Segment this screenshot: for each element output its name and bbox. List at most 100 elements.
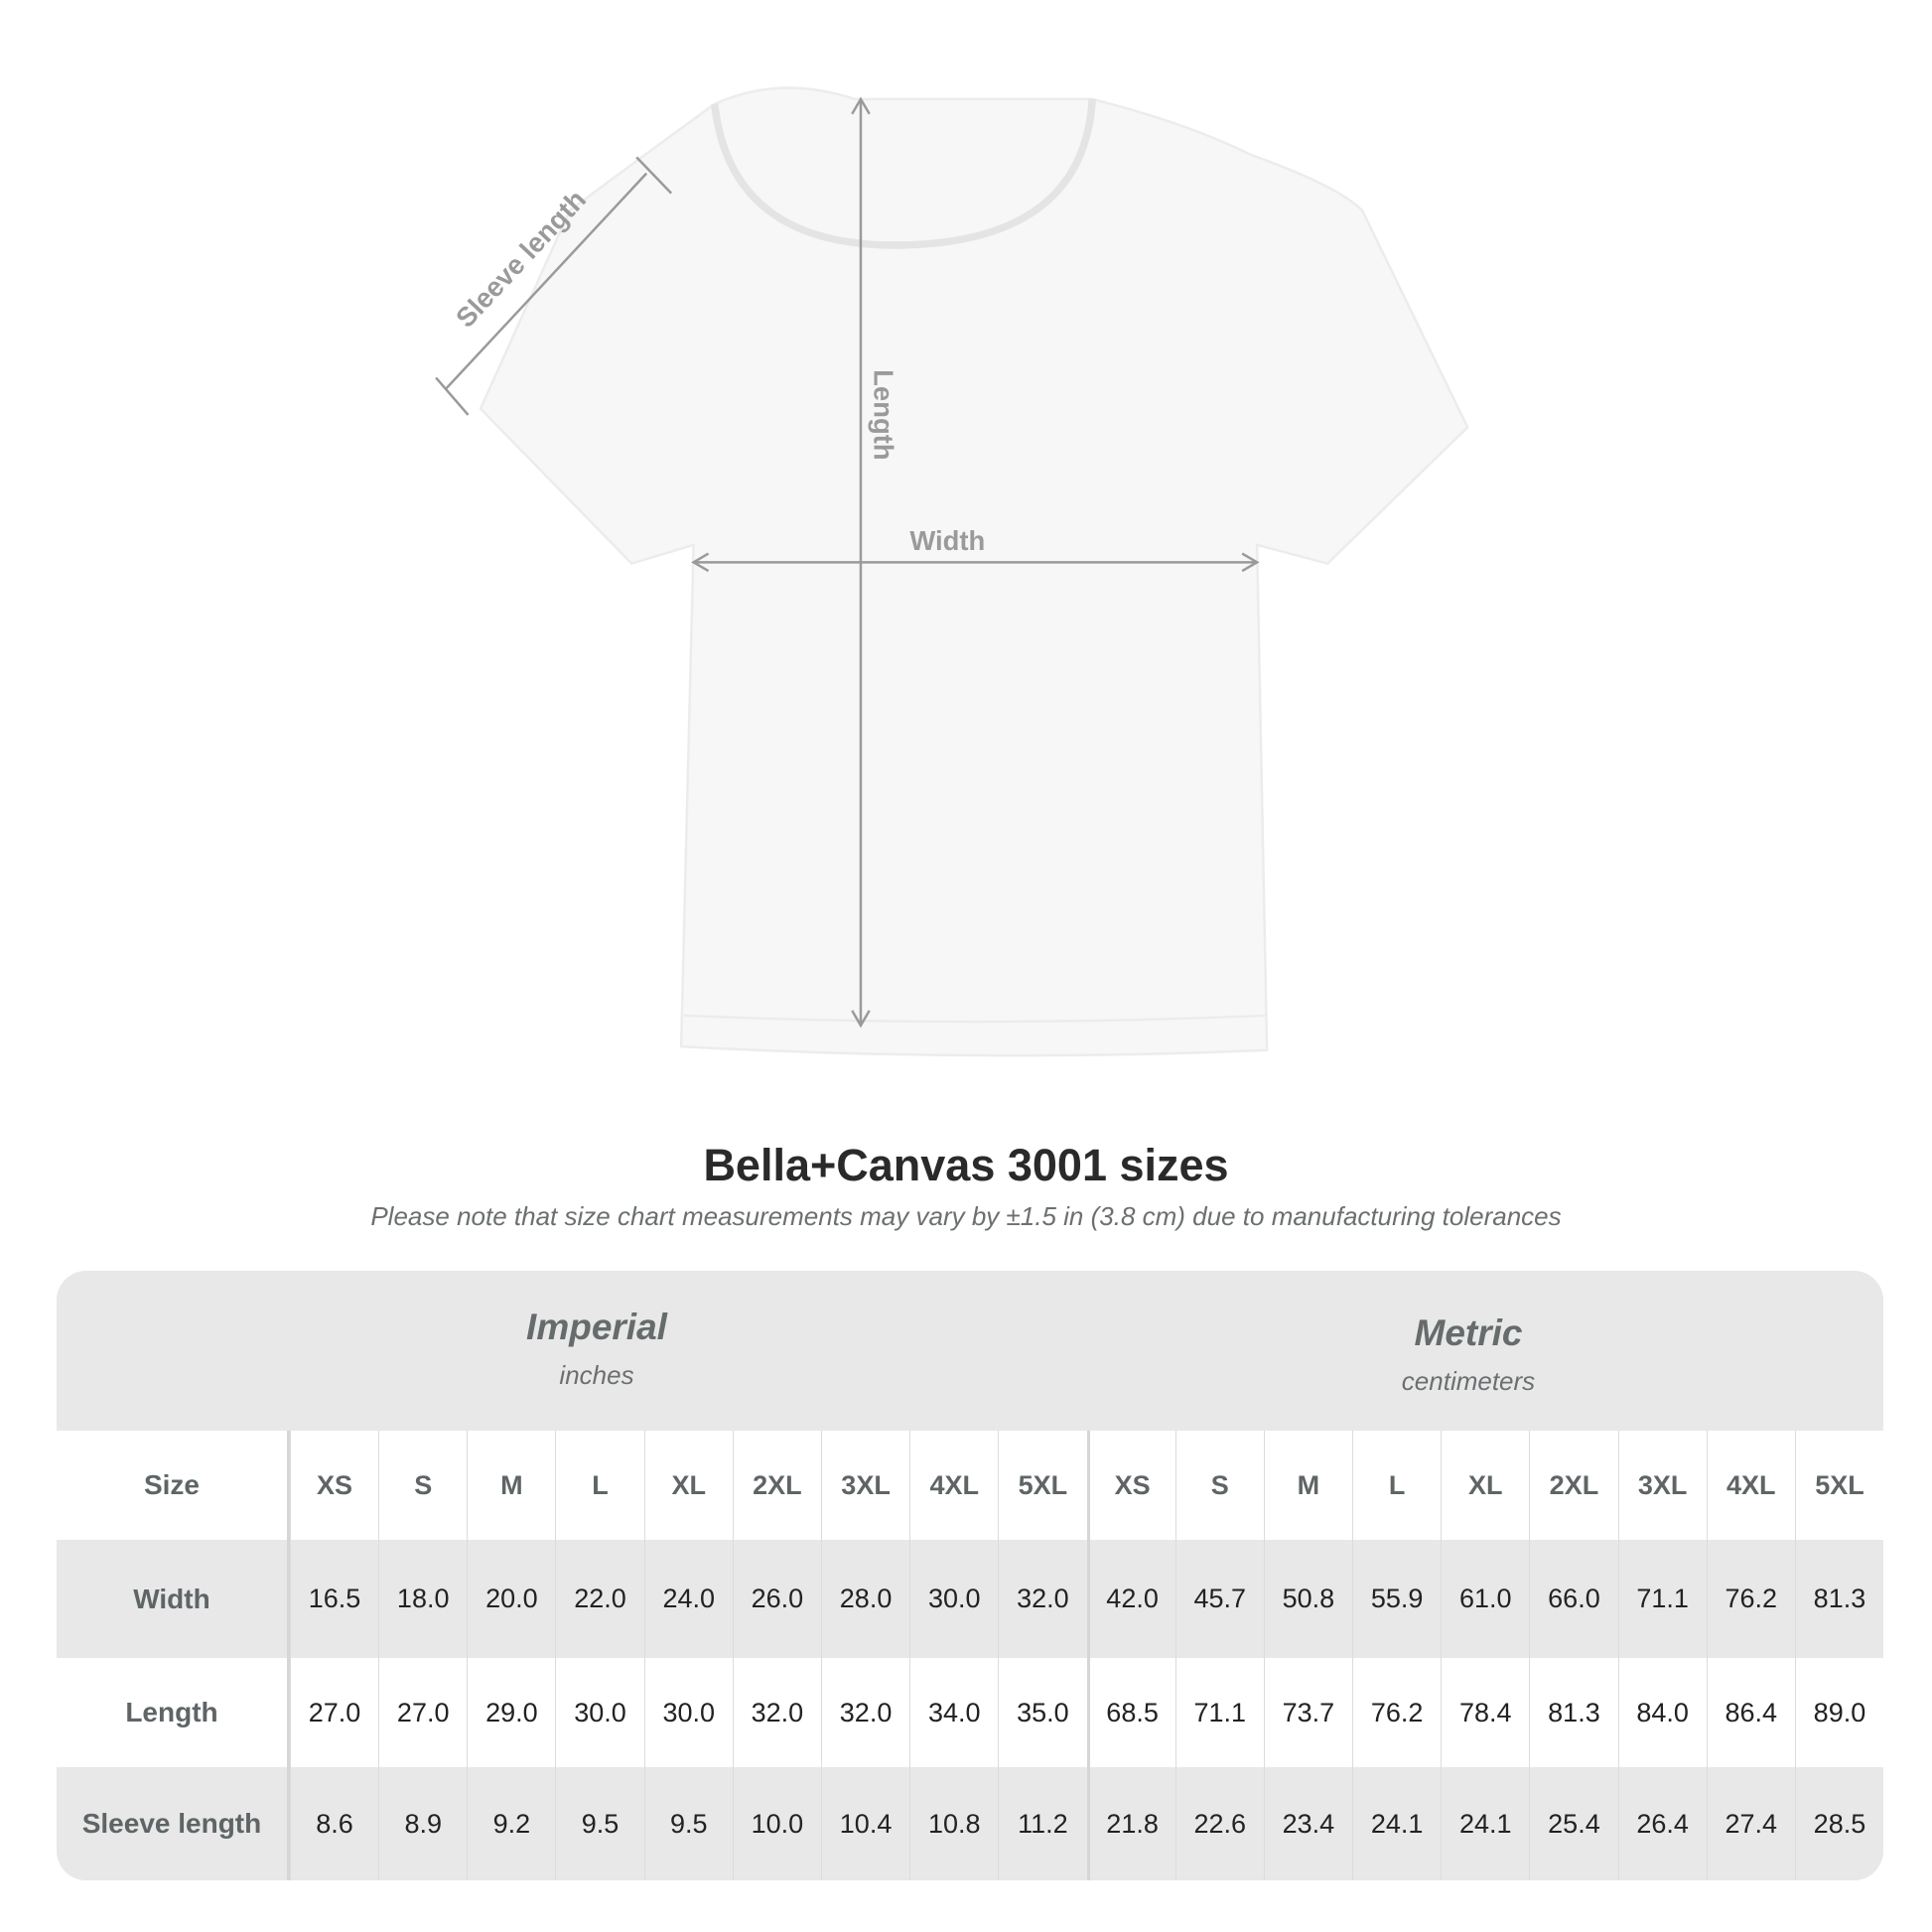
imperial-size-5xl: 5XL	[998, 1431, 1086, 1540]
imperial-size-xs: XS	[289, 1431, 378, 1540]
imperial-value-cell: 27.0	[378, 1658, 467, 1767]
imperial-value-cell: 10.0	[732, 1767, 821, 1880]
imperial-value-cell: 8.6	[289, 1767, 378, 1880]
metric-value-cell: 42.0	[1086, 1540, 1175, 1658]
metric-size-xs: XS	[1086, 1431, 1175, 1540]
imperial-size-xl: XL	[643, 1431, 733, 1540]
imperial-size-2xl: 2XL	[732, 1431, 821, 1540]
metric-value-cell: 25.4	[1529, 1767, 1617, 1880]
imperial-value-cell: 28.0	[820, 1540, 909, 1658]
page-title: Bella+Canvas 3001 sizes	[703, 1140, 1229, 1190]
metric-size-m: M	[1263, 1431, 1352, 1540]
metric-size-2xl: 2XL	[1529, 1431, 1617, 1540]
metric-value-cell: 24.1	[1441, 1767, 1529, 1880]
metric-value-cell: 71.1	[1174, 1658, 1264, 1767]
metric-value-cell: 22.6	[1174, 1767, 1264, 1880]
metric-title: Metric	[1414, 1312, 1523, 1353]
width-label: Width	[909, 525, 985, 556]
tshirt-hem	[683, 1014, 1266, 1024]
imperial-value-cell: 30.0	[555, 1658, 643, 1767]
imperial-size-3xl: 3XL	[820, 1431, 909, 1540]
sleeve-tick-top	[635, 156, 673, 195]
sleeve-arrow	[445, 172, 648, 390]
imperial-value-cell: 34.0	[909, 1658, 998, 1767]
imperial-value-cell: 32.0	[820, 1658, 909, 1767]
imperial-value-cell: 26.0	[732, 1540, 821, 1658]
metric-value-cell: 45.7	[1174, 1540, 1264, 1658]
metric-value-cell: 76.2	[1706, 1540, 1795, 1658]
tshirt-collar	[711, 98, 1096, 249]
imperial-value-cell: 10.4	[820, 1767, 909, 1880]
length-arrowhead-top	[851, 96, 871, 115]
metric-value-cell: 73.7	[1263, 1658, 1352, 1767]
metric-value-cell: 66.0	[1529, 1540, 1617, 1658]
imperial-value-cell: 9.2	[467, 1767, 555, 1880]
metric-value-cell: 81.3	[1794, 1540, 1883, 1658]
imperial-value-cell: 27.0	[289, 1658, 378, 1767]
size-table: Imperial inches Metric centimeters Size X…	[57, 1271, 1883, 1880]
metric-value-cell: 61.0	[1441, 1540, 1529, 1658]
metric-unit: centimeters	[1401, 1366, 1536, 1396]
metric-value-cell: 89.0	[1794, 1658, 1883, 1767]
length-label: Length	[869, 369, 899, 460]
imperial-value-cell: 30.0	[909, 1540, 998, 1658]
metric-header: Metric centimeters	[1121, 1312, 1816, 1397]
width-arrowhead-left	[691, 552, 710, 573]
metric-value-cell: 86.4	[1706, 1658, 1795, 1767]
metric-value-cell: 27.4	[1706, 1767, 1795, 1880]
imperial-title: Imperial	[526, 1307, 667, 1347]
imperial-value-cell: 11.2	[998, 1767, 1086, 1880]
table-row: Length 27.0 27.0 29.0 30.0 30.0 32.0 32.0 34.0 35…	[57, 1658, 1883, 1767]
table-row: Sleeve length 8.6 8.9 9.2 9.5 9.5 10.0 10.4 10.8…	[57, 1767, 1883, 1880]
imperial-value-cell: 20.0	[467, 1540, 555, 1658]
metric-size-l: L	[1352, 1431, 1441, 1540]
imperial-value-cell: 30.0	[643, 1658, 733, 1767]
width-arrowhead-right	[1241, 552, 1260, 573]
imperial-value-cell: 32.0	[732, 1658, 821, 1767]
metric-value-cell: 21.8	[1086, 1767, 1175, 1880]
imperial-value-cell: 16.5	[289, 1540, 378, 1658]
metric-size-xl: XL	[1441, 1431, 1529, 1540]
metric-value-cell: 78.4	[1441, 1658, 1529, 1767]
imperial-value-cell: 22.0	[555, 1540, 643, 1658]
metric-value-cell: 23.4	[1263, 1767, 1352, 1880]
size-label: Size	[57, 1431, 290, 1540]
imperial-value-cell: 32.0	[998, 1540, 1086, 1658]
imperial-value-cell: 24.0	[643, 1540, 733, 1658]
metric-value-cell: 28.5	[1794, 1767, 1883, 1880]
imperial-value-cell: 8.9	[378, 1767, 467, 1880]
row-label: Sleeve length	[57, 1767, 290, 1880]
length-arrowhead-bottom	[851, 1010, 871, 1029]
imperial-value-cell: 18.0	[378, 1540, 467, 1658]
sleeve-tick-bottom	[435, 376, 470, 416]
imperial-header: Imperial inches	[249, 1307, 944, 1391]
imperial-value-cell: 29.0	[467, 1658, 555, 1767]
metric-size-3xl: 3XL	[1617, 1431, 1707, 1540]
imperial-unit: inches	[559, 1360, 634, 1390]
metric-value-cell: 71.1	[1617, 1540, 1707, 1658]
imperial-value-cell: 9.5	[643, 1767, 733, 1880]
metric-value-cell: 76.2	[1352, 1658, 1441, 1767]
size-header-row: Size XS S M L XL 2XL 3XL 4XL 5XL XS S M L XL 2XL 3XL 4XL 5…	[57, 1431, 1883, 1540]
tolerance-note: Please note that size chart measurements…	[370, 1201, 1562, 1231]
imperial-value-cell: 9.5	[555, 1767, 643, 1880]
imperial-size-s: S	[378, 1431, 467, 1540]
imperial-size-l: L	[555, 1431, 643, 1540]
metric-value-cell: 68.5	[1086, 1658, 1175, 1767]
metric-value-cell: 55.9	[1352, 1540, 1441, 1658]
row-label: Width	[57, 1540, 290, 1658]
imperial-value-cell: 10.8	[909, 1767, 998, 1880]
metric-size-4xl: 4XL	[1706, 1431, 1795, 1540]
row-label: Length	[57, 1658, 290, 1767]
table-row: Width 16.5 18.0 20.0 22.0 24.0 26.0 28.0 30.0 32.…	[57, 1540, 1883, 1658]
metric-value-cell: 81.3	[1529, 1658, 1617, 1767]
metric-size-s: S	[1174, 1431, 1264, 1540]
metric-value-cell: 84.0	[1617, 1658, 1707, 1767]
metric-size-5xl: 5XL	[1794, 1431, 1883, 1540]
metric-value-cell: 50.8	[1263, 1540, 1352, 1658]
metric-value-cell: 26.4	[1617, 1767, 1707, 1880]
imperial-value-cell: 35.0	[998, 1658, 1086, 1767]
unit-header-band: Imperial inches Metric centimeters	[57, 1271, 1883, 1431]
metric-value-cell: 24.1	[1352, 1767, 1441, 1880]
